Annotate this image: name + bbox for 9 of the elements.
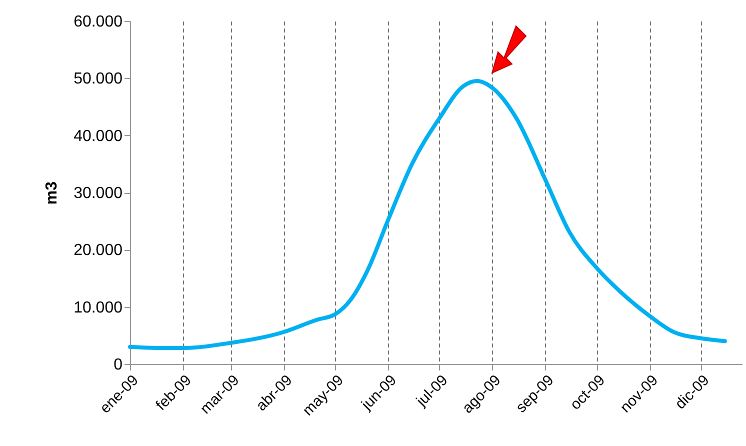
y-tick-label: 20.000 bbox=[74, 242, 123, 260]
y-tick-label: 50.000 bbox=[74, 70, 123, 88]
y-tick-label: 40.000 bbox=[74, 128, 123, 145]
y-tick-label: 10.000 bbox=[74, 299, 123, 316]
y-tick-label: 60.000 bbox=[74, 14, 123, 30]
y-tick-label: 30.000 bbox=[74, 185, 123, 202]
y-axis-title: m3 bbox=[44, 181, 61, 205]
y-tick-label: 0 bbox=[114, 356, 123, 374]
line-series bbox=[128, 79, 727, 350]
